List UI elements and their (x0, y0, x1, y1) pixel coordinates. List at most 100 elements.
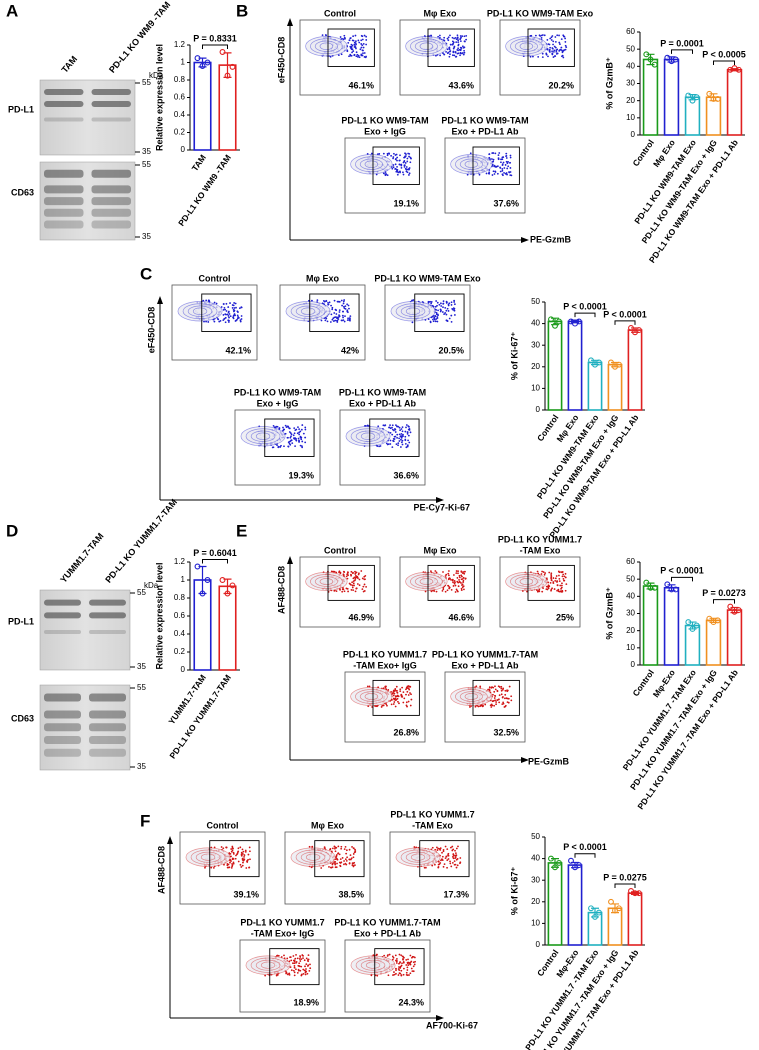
event-dot (348, 858, 351, 861)
event-dot (456, 864, 459, 867)
event-dot (401, 426, 404, 428)
event-dot (393, 429, 395, 432)
event-dot (390, 691, 393, 693)
data-point (229, 63, 236, 70)
data-point (706, 615, 713, 622)
event-dot (346, 303, 349, 306)
event-dot (224, 308, 226, 311)
event-dot (505, 697, 508, 700)
flow-frame (344, 671, 426, 743)
event-dot (216, 317, 219, 320)
event-dot (560, 587, 562, 590)
event-dot (295, 968, 297, 971)
event-dot (287, 436, 289, 439)
event-dot (286, 957, 289, 960)
event-dot (308, 970, 311, 972)
y-axis-label: % of GzmB⁺ (604, 57, 614, 110)
event-dot (407, 964, 410, 966)
event-dot (347, 317, 349, 320)
flow-title: PD-L1 KO WM9-TAM (234, 387, 321, 397)
data-point (651, 61, 658, 68)
event-dot (353, 576, 356, 579)
event-dot (411, 321, 414, 324)
event-dot (434, 315, 437, 318)
gate-percent: 37.6% (493, 198, 519, 208)
event-dot (504, 689, 507, 692)
event-dot (460, 47, 463, 49)
event-dot (554, 55, 556, 57)
gate (209, 840, 260, 878)
event-dot (442, 586, 445, 589)
event-dot (411, 299, 413, 302)
contour (459, 691, 483, 702)
event-dot (264, 974, 267, 977)
event-dot (556, 580, 559, 582)
y-tick-label: 0 (181, 145, 186, 154)
event-dot (442, 588, 445, 591)
event-dot (459, 862, 461, 865)
event-dot (240, 866, 243, 868)
event-dot (497, 157, 500, 160)
event-dot (453, 860, 456, 863)
flow-title: Mφ Exo (424, 545, 457, 555)
event-dot (350, 574, 353, 577)
data-point (199, 590, 206, 597)
event-dot (301, 440, 304, 443)
p-value: P < 0.0001 (603, 309, 647, 319)
event-dot (395, 969, 397, 972)
event-dot (398, 702, 400, 705)
event-dot (402, 701, 405, 704)
event-dot (560, 38, 563, 41)
event-dot (551, 50, 553, 53)
event-dot (445, 319, 448, 322)
event-dot (459, 35, 462, 37)
event-dot (363, 583, 366, 586)
flow-frame (339, 409, 426, 486)
event-dot (293, 965, 296, 967)
event-dot (400, 432, 403, 435)
event-dot (556, 52, 559, 55)
contour (200, 853, 216, 861)
flow-title: Exo + PD-L1 Ab (452, 660, 519, 670)
event-dot (550, 579, 553, 581)
event-dot (535, 589, 538, 591)
band (44, 208, 84, 217)
event-dot (344, 858, 347, 861)
event-dot (352, 856, 355, 859)
event-dot (491, 158, 493, 160)
event-dot (501, 688, 504, 691)
event-dot (449, 860, 451, 863)
event-dot (328, 866, 330, 868)
event-dot (357, 573, 360, 576)
event-dot (493, 173, 496, 175)
significance-bracket (574, 853, 596, 858)
event-dot (492, 700, 495, 702)
event-dot (451, 54, 454, 57)
event-dot (293, 962, 296, 965)
event-dot (285, 426, 288, 428)
data-point (664, 581, 671, 588)
flow-title: -TAM Exo (412, 820, 453, 830)
event-dot (293, 432, 296, 435)
event-dot (350, 857, 353, 860)
event-dot (521, 590, 524, 592)
event-dot (392, 694, 395, 697)
event-dot (324, 847, 326, 850)
contour (364, 692, 379, 700)
event-dot (288, 431, 291, 433)
event-dot (329, 847, 332, 850)
event-dot (278, 427, 281, 429)
event-dot (447, 36, 450, 39)
event-dot (395, 690, 397, 692)
contour (410, 38, 443, 55)
bar (567, 864, 583, 946)
event-dot (365, 35, 368, 38)
event-dot (354, 578, 357, 580)
event-dot (547, 587, 550, 590)
event-dot (549, 37, 552, 40)
event-dot (454, 55, 457, 58)
y-tick-label: 50 (531, 832, 540, 841)
event-dot (236, 853, 238, 856)
event-dot (403, 166, 406, 168)
event-dot (453, 580, 456, 582)
